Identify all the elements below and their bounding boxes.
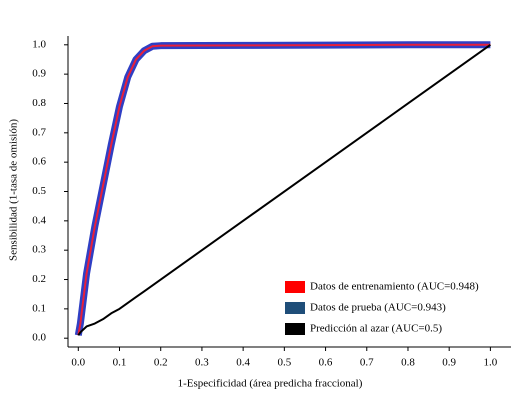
y-tick-label: 0.1 — [32, 302, 46, 314]
legend-swatch — [285, 323, 305, 335]
legend-label: Predicción al azar (AUC=0.5) — [310, 323, 442, 335]
x-tick-label: 0.6 — [319, 357, 333, 369]
x-tick-label: 0.5 — [277, 357, 291, 369]
x-tick-label: 0.0 — [71, 357, 85, 369]
y-tick-label: 0.7 — [32, 126, 46, 138]
x-tick-label: 0.4 — [236, 357, 250, 369]
y-tick-label: 0.0 — [32, 332, 46, 344]
y-tick-label: 0.3 — [32, 244, 46, 256]
x-tick-label: 0.7 — [360, 357, 374, 369]
x-tick-label: 1.0 — [484, 357, 498, 369]
x-tick-label: 0.3 — [195, 357, 209, 369]
legend-label: Datos de prueba (AUC=0.943) — [310, 302, 446, 314]
x-tick-label: 0.9 — [442, 357, 456, 369]
y-tick-label: 0.6 — [32, 156, 46, 168]
series-line — [77, 43, 491, 336]
y-tick-label: 0.2 — [32, 273, 46, 285]
x-tick-label: 0.8 — [401, 357, 415, 369]
y-axis-label: Sensibilidad (1-tasa de omisión) — [8, 119, 20, 261]
y-tick-label: 1.0 — [32, 38, 46, 50]
y-tick-label: 0.9 — [32, 68, 46, 80]
x-tick-label: 0.1 — [113, 357, 127, 369]
legend-swatch — [285, 302, 305, 314]
legend-swatch — [285, 281, 305, 293]
legend-label: Datos de entrenamiento (AUC=0.948) — [310, 281, 479, 293]
y-tick-label: 0.4 — [32, 214, 46, 226]
x-axis-label: 1-Especificidad (área predicha fracciona… — [178, 378, 363, 390]
y-tick-label: 0.8 — [32, 97, 46, 109]
x-tick-label: 0.2 — [154, 357, 168, 369]
y-tick-label: 0.5 — [32, 185, 46, 197]
series-line — [77, 43, 491, 336]
